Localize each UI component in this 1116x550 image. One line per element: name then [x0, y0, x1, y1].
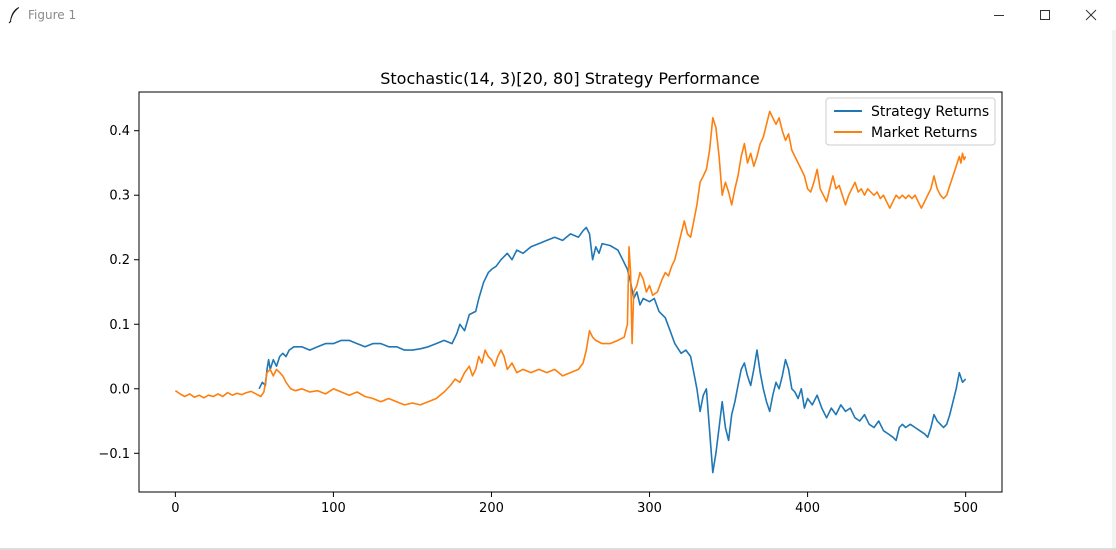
x-tick-label: 400 [795, 501, 820, 516]
series-line-strategy [258, 226, 967, 474]
feather-icon [8, 7, 19, 24]
legend-label-market: Market Returns [871, 125, 977, 141]
plot-frame [138, 91, 1003, 493]
x-tick-label: 0 [171, 501, 179, 516]
window-titlebar[interactable]: Figure 1 [0, 0, 1116, 30]
minimize-button[interactable] [976, 0, 1022, 30]
x-tick-label: 500 [953, 501, 978, 516]
x-tick-label: 200 [479, 501, 504, 516]
window-edge [1112, 30, 1116, 550]
legend-box [825, 97, 996, 146]
y-axis: −0.1 0.0 0.1 0.2 0.3 0.4 [98, 124, 139, 462]
y-tick-label: 0.2 [109, 253, 130, 268]
window-title: Figure 1 [28, 8, 77, 22]
legend-label-strategy: Strategy Returns [871, 104, 989, 120]
y-tick-label: −0.1 [98, 447, 130, 462]
minimize-icon [994, 15, 1004, 16]
legend: Strategy Returns Market Returns [825, 97, 996, 146]
y-tick-label: 0.3 [109, 189, 130, 204]
line-chart: 0 100 200 300 400 500 −0.1 0.0 0.1 0.2 0.3 0.4 Sto… [98, 69, 1003, 516]
close-button[interactable] [1068, 0, 1114, 30]
chart-title: Stochastic(14, 3)[20, 80] Strategy Perfo… [380, 69, 760, 88]
series-line-market [174, 110, 967, 406]
y-tick-label: 0.4 [109, 124, 130, 139]
close-icon [1085, 9, 1097, 21]
x-tick-label: 300 [637, 501, 662, 516]
y-tick-label: 0.0 [109, 382, 130, 397]
figure-canvas: 0 100 200 300 400 500 −0.1 0.0 0.1 0.2 0.3 0.4 Sto… [0, 30, 1112, 548]
y-tick-label: 0.1 [109, 318, 130, 333]
x-tick-label: 100 [321, 501, 346, 516]
maximize-icon [1040, 10, 1050, 20]
series-layer [174, 110, 967, 474]
maximize-button[interactable] [1022, 0, 1068, 30]
taskbar-edge [0, 548, 1116, 550]
x-axis: 0 100 200 300 400 500 [171, 492, 978, 516]
